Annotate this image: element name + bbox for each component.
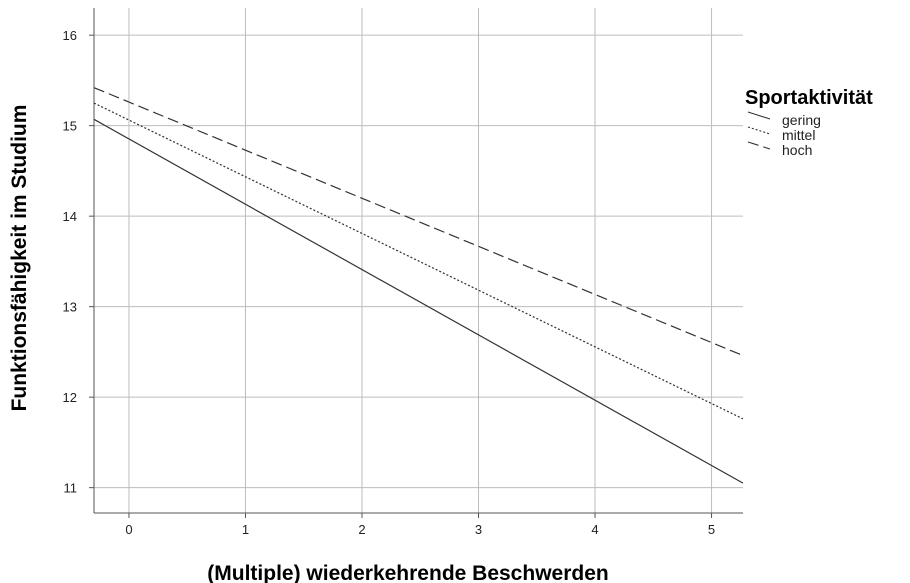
y-tick-label-11: 11 [64, 481, 78, 496]
y-tick-label-15: 15 [63, 119, 77, 134]
legend-label-hoch: hoch [782, 142, 812, 158]
series-line-mittel [93, 102, 744, 420]
series-lines [93, 87, 744, 484]
legend-title: Sportaktivität [745, 87, 873, 109]
x-tick-label-0: 0 [125, 522, 132, 537]
legend-swatch-hoch [747, 141, 771, 150]
legend-swatch-mittel [747, 126, 771, 135]
x-tick-label-3: 3 [475, 522, 482, 537]
y-tick-label-16: 16 [63, 28, 77, 43]
legend-label-mittel: mittel [782, 127, 815, 143]
x-axis-title: (Multiple) wiederkehrende Beschwerden [207, 562, 608, 583]
y-axis-title: Funktionsfähigkeit im Studium [8, 105, 31, 412]
axis-layer [89, 8, 743, 518]
x-tick-label-2: 2 [358, 522, 365, 537]
series-line-hoch [93, 87, 744, 357]
x-tick-label-4: 4 [591, 522, 598, 537]
legend-label-gering: gering [782, 112, 821, 128]
x-tick-label-1: 1 [242, 522, 249, 537]
legend-swatch-gering [747, 111, 771, 120]
y-tick-label-12: 12 [63, 390, 77, 405]
series-line-gering [93, 118, 744, 484]
y-tick-label-14: 14 [63, 209, 77, 224]
y-tick-label-13: 13 [63, 300, 77, 315]
grid-layer [94, 8, 743, 513]
x-tick-label-5: 5 [708, 522, 715, 537]
